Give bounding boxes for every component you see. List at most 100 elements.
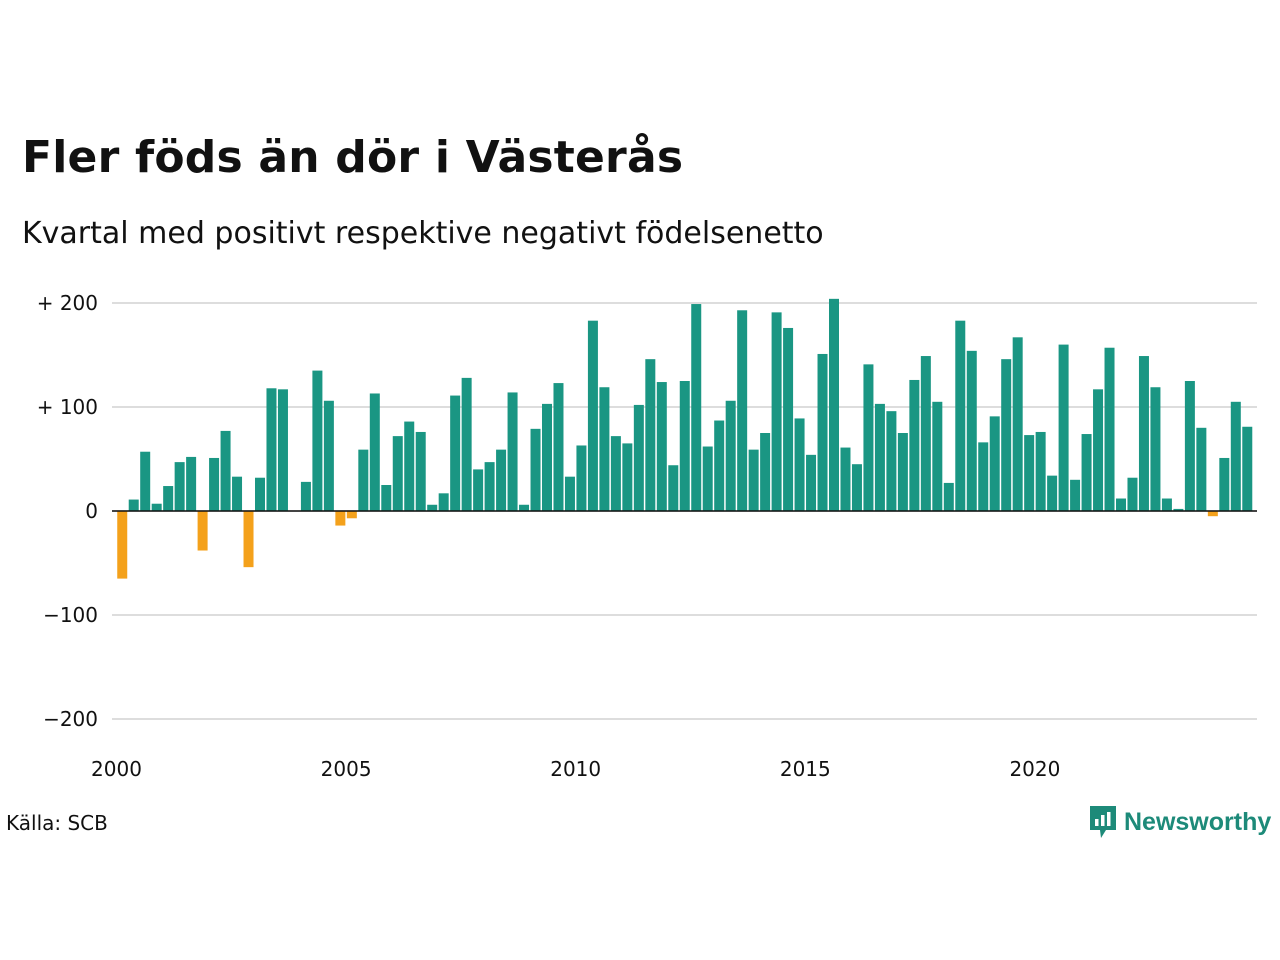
x-axis-labels: 2000 2005 2010 2015 2020 (91, 757, 1060, 781)
bar (1104, 347, 1115, 511)
bar (197, 511, 208, 551)
bar (243, 511, 254, 568)
bar (909, 379, 920, 511)
bar (1242, 426, 1253, 511)
bar (300, 481, 311, 511)
bar (1012, 337, 1023, 511)
bar (645, 359, 656, 511)
bar (1173, 508, 1184, 511)
bar (1150, 387, 1161, 511)
bar (438, 493, 449, 511)
newsworthy-icon (1090, 806, 1116, 838)
bar (1047, 475, 1058, 511)
bar (553, 383, 564, 511)
bar (737, 310, 748, 511)
bar (622, 443, 633, 511)
bar (232, 476, 243, 511)
y-tick-label: −100 (43, 603, 98, 627)
bar (220, 430, 231, 511)
bar (851, 464, 862, 511)
bar (874, 403, 885, 511)
bar (461, 377, 472, 511)
bar (1184, 381, 1195, 511)
bar (886, 411, 897, 511)
bar (1093, 389, 1104, 511)
x-tick-label: 2005 (321, 757, 372, 781)
bar (897, 433, 908, 511)
bar (358, 449, 369, 511)
bar (989, 416, 1000, 511)
bar (783, 327, 794, 511)
bar (702, 446, 713, 511)
bar (392, 436, 403, 511)
bar (186, 456, 197, 511)
bar (633, 404, 644, 511)
bar (450, 395, 461, 511)
bar (920, 356, 931, 511)
y-axis-labels: + 200 + 100 0 −100 −200 (37, 291, 98, 731)
bar (1070, 479, 1081, 511)
bar (1196, 427, 1207, 511)
bar (507, 392, 518, 511)
bar (955, 320, 966, 511)
bar (1230, 401, 1241, 511)
bar (542, 403, 552, 511)
bar (427, 504, 438, 511)
bar (806, 454, 817, 511)
bar (404, 421, 415, 511)
bar (817, 353, 828, 511)
bar (277, 389, 288, 511)
bar (335, 511, 346, 526)
bar (1127, 477, 1138, 511)
bar (966, 350, 977, 511)
bar (748, 449, 759, 511)
bar (415, 431, 426, 511)
bar (679, 381, 690, 511)
chart-title: Fler föds än dör i Västerås (22, 132, 684, 183)
bar (794, 418, 805, 511)
bar (1081, 434, 1092, 511)
bar (1024, 435, 1035, 511)
bar (163, 486, 174, 511)
bar (1035, 431, 1046, 511)
bar (840, 447, 851, 511)
y-tick-label: + 100 (37, 395, 98, 419)
bar (1001, 359, 1012, 511)
bar (519, 504, 530, 511)
bar (587, 320, 598, 511)
bar (610, 436, 621, 511)
bar (266, 388, 277, 511)
bar (599, 387, 610, 511)
bar (140, 451, 151, 511)
bar (760, 433, 771, 511)
source-note: Källa: SCB (6, 811, 108, 835)
bar (484, 462, 495, 511)
bar (473, 469, 484, 511)
y-tick-label: 0 (85, 499, 98, 523)
bar (128, 499, 139, 511)
bar (530, 428, 541, 511)
bar (381, 485, 392, 511)
bar (771, 312, 782, 511)
x-tick-label: 2015 (780, 757, 831, 781)
bar (255, 477, 265, 511)
bar (1116, 498, 1126, 511)
bar (863, 364, 874, 511)
bar (576, 445, 587, 511)
bar (564, 476, 575, 511)
bar (829, 298, 839, 511)
bar (369, 393, 380, 511)
bar (1219, 457, 1230, 511)
bar (209, 457, 220, 511)
x-tick-label: 2020 (1009, 757, 1060, 781)
newsworthy-logo: Newsworthy (1088, 804, 1271, 840)
bar (691, 304, 702, 511)
bar (725, 400, 736, 511)
bar (117, 511, 128, 579)
bar (656, 382, 667, 511)
bar (1161, 498, 1172, 511)
chart-subtitle: Kvartal med positivt respektive negativt… (22, 216, 824, 251)
bar (174, 462, 185, 511)
bar (978, 442, 989, 511)
